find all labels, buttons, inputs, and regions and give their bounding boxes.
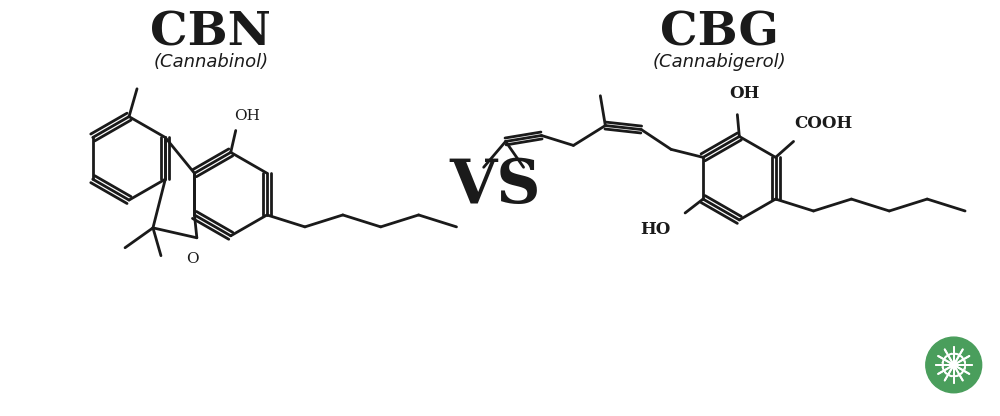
Text: COOH: COOH [794,114,853,131]
Text: O: O [187,252,199,266]
Text: (Cannabigerol): (Cannabigerol) [653,53,786,71]
Text: CBN: CBN [150,9,271,55]
Text: OH: OH [234,109,260,123]
Text: OH: OH [729,85,760,102]
Text: (Cannabinol): (Cannabinol) [153,53,268,71]
Text: VS: VS [449,156,541,216]
Text: CBG: CBG [660,9,779,55]
Circle shape [926,337,982,393]
Text: HO: HO [640,221,670,238]
